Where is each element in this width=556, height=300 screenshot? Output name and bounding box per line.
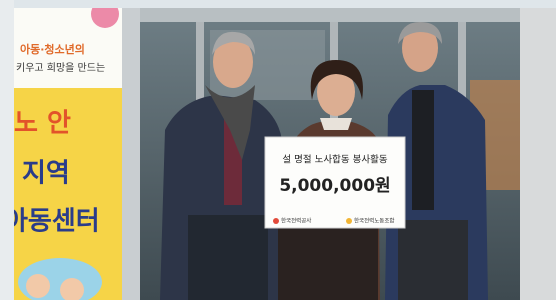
banner-line: 아동·청소년의 bbox=[20, 42, 85, 56]
banner-line: 키우고 희망을 만드는 bbox=[16, 62, 105, 74]
sign-logo: 한국전력공사 bbox=[281, 217, 311, 225]
donation-sign: 설 명절 노사합동 봉사활동 5,000,000원 한국전력공사 한국전력노동조… bbox=[265, 137, 405, 228]
body: 아동·청소년의 키우고 희망을 만드는 노 안 지역 아동센터 설 명절 노사합… bbox=[0, 0, 556, 300]
shape bbox=[140, 8, 520, 22]
sign-title: 설 명절 노사합동 봉사활동 bbox=[282, 154, 387, 166]
banner-line: 노 안 bbox=[14, 109, 71, 139]
shape bbox=[412, 90, 434, 210]
banner-line: 아동센터 bbox=[4, 207, 100, 237]
shape bbox=[398, 220, 468, 300]
shape bbox=[273, 218, 279, 224]
page: photo {"banner": {"line1": "아동·청소년의", "l… bbox=[0, 0, 556, 300]
shape bbox=[26, 274, 50, 298]
shape bbox=[0, 0, 14, 300]
shape bbox=[520, 8, 556, 300]
shape: 아동·청소년의 키우고 희망을 만드는 노 안 지역 아동센터 bbox=[4, 0, 122, 300]
shape bbox=[278, 228, 378, 300]
sign-amount: 5,000,000원 bbox=[279, 176, 390, 196]
sign-logo: 한국전력노동조합 bbox=[354, 217, 394, 225]
shape bbox=[320, 118, 352, 130]
banner-line: 지역 bbox=[22, 159, 70, 189]
photo: 아동·청소년의 키우고 희망을 만드는 노 안 지역 아동센터 설 명절 노사합… bbox=[0, 0, 556, 300]
shape bbox=[188, 215, 268, 300]
shape bbox=[346, 218, 352, 224]
